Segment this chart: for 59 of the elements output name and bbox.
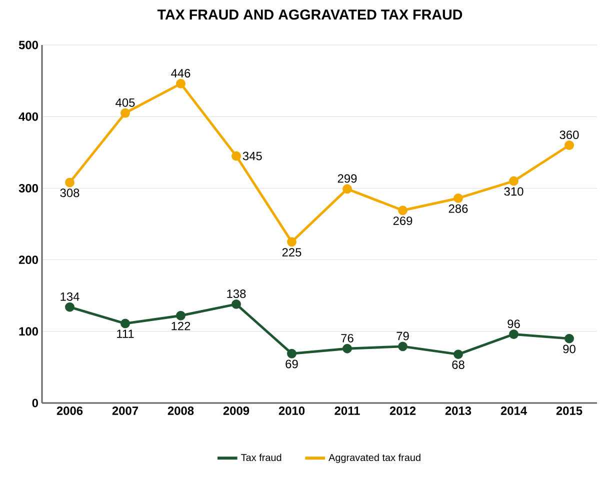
x-tick-label: 2013 <box>445 406 472 416</box>
point <box>287 348 296 358</box>
point <box>342 344 352 354</box>
point <box>120 108 130 118</box>
x-tick-label: 2014 <box>500 406 527 415</box>
data-label: 345 <box>242 152 262 160</box>
data-label: 446 <box>171 69 190 78</box>
data-label: 269 <box>393 216 412 226</box>
data-label: 308 <box>60 188 80 198</box>
point <box>398 206 408 216</box>
point <box>176 310 186 320</box>
point <box>176 78 186 88</box>
data-label: 360 <box>560 130 579 140</box>
x-tick-label: 2012 <box>390 406 416 415</box>
point <box>120 318 130 328</box>
y-tick-label: 500 <box>18 40 38 50</box>
point <box>509 176 518 186</box>
chart-title: TAX FRAUD AND AGGRAVATED TAX FRAUD <box>157 10 462 20</box>
data-label: 286 <box>448 204 468 213</box>
data-label: 96 <box>508 320 520 328</box>
data-label: 122 <box>172 322 190 330</box>
point <box>564 334 574 344</box>
y-tick-label: 400 <box>18 112 38 121</box>
y-tick-label: 0 <box>32 398 38 408</box>
legend-label: Tax fraud <box>241 454 282 462</box>
point <box>232 299 241 309</box>
data-label: 90 <box>563 344 576 354</box>
point <box>65 178 74 188</box>
y-tick-label: 100 <box>19 327 38 336</box>
data-label: 299 <box>338 174 357 183</box>
data-label: 111 <box>117 330 134 338</box>
y-tick-label: 200 <box>18 256 38 264</box>
data-label: 134 <box>60 292 80 301</box>
x-tick-label: 2010 <box>278 406 305 415</box>
x-tick-label: 2006 <box>56 406 83 415</box>
point <box>509 330 518 339</box>
x-tick-label: 2008 <box>168 406 194 415</box>
point <box>65 302 74 312</box>
point <box>232 151 241 161</box>
data-label: 138 <box>227 290 246 298</box>
point <box>454 350 463 360</box>
data-label: 68 <box>452 360 464 369</box>
x-tick-label: 2011 <box>334 406 360 415</box>
data-label: 225 <box>282 248 302 257</box>
data-label: 69 <box>286 360 298 368</box>
y-tick-label: 300 <box>18 184 38 192</box>
data-label: 405 <box>116 98 135 107</box>
x-tick-label: 2009 <box>223 406 250 415</box>
legend-label: Aggravated tax fraud <box>328 454 420 464</box>
point <box>287 237 296 247</box>
x-tick-label: 2015 <box>556 406 582 415</box>
x-tick-label: 2007 <box>112 406 138 415</box>
data-label: 79 <box>396 332 409 340</box>
point <box>564 140 574 150</box>
data-label: 76 <box>341 334 354 342</box>
data-label: 310 <box>504 187 524 196</box>
point <box>342 184 352 194</box>
point <box>398 342 408 352</box>
point <box>454 193 463 203</box>
